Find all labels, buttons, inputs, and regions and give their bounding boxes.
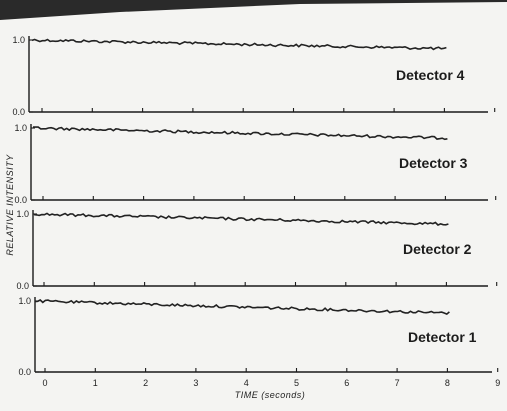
- y-axis-title: RELATIVE INTENSITY: [5, 154, 15, 256]
- panel-label: Detector 3: [399, 155, 468, 171]
- panel-label: Detector 1: [408, 329, 477, 345]
- series-line: [33, 212, 449, 226]
- series-line: [31, 38, 447, 51]
- x-tick-label: 5: [294, 378, 299, 388]
- x-tick-label: 6: [344, 378, 349, 388]
- x-tick-label: 9: [495, 378, 500, 388]
- x-tick-label: 8: [445, 378, 450, 388]
- panel-detector-1: 1.0 0.0 Detector 1: [18, 296, 499, 377]
- y-tick-label: 1.0: [14, 123, 27, 133]
- scan-dark-edge: [0, 0, 507, 20]
- x-tick-label: 1: [93, 378, 98, 388]
- y-tick-label: 1.0: [18, 296, 31, 306]
- y-tick-label: 0.0: [14, 195, 27, 205]
- panel-detector-4: 1.0 0.0 Detector 4: [12, 35, 496, 117]
- y-tick-label: 0.0: [12, 107, 25, 117]
- series-line: [34, 299, 450, 316]
- panel-detector-3: 1.0 0.0 Detector 3: [14, 123, 497, 205]
- panel-detector-2: 1.0 0.0 Detector 2: [16, 209, 498, 291]
- x-tick-label: 7: [395, 378, 400, 388]
- panel-label: Detector 4: [396, 67, 465, 83]
- x-tick-label: 2: [143, 378, 148, 388]
- series-line: [32, 126, 448, 141]
- y-tick-label: 0.0: [18, 367, 31, 377]
- y-tick-label: 0.0: [16, 281, 29, 291]
- x-axis-labels: 0 1 2 3 4 5 6 7 8 9: [42, 378, 500, 388]
- x-tick-label: 0: [42, 378, 47, 388]
- panels-group: 1.0 0.0 Detector 4 1.0 0.0 Detector 3 1.0 0.0 De…: [12, 35, 499, 377]
- x-tick-label: 4: [244, 378, 249, 388]
- panel-label: Detector 2: [403, 241, 472, 257]
- x-axis-title: TIME (seconds): [235, 390, 306, 400]
- x-tick-label: 3: [193, 378, 198, 388]
- y-tick-label: 1.0: [16, 209, 29, 219]
- y-tick-label: 1.0: [12, 35, 25, 45]
